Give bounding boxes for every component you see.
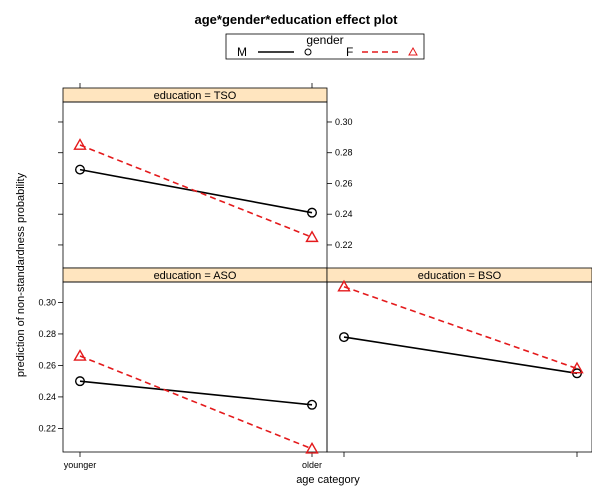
y-tick-label-tso-0: 0.22 [335,240,353,250]
series-line-F-bso [343,285,578,370]
panel-frame-bso [326,281,592,453]
y-tick-label-tso-3: 0.28 [335,148,353,158]
y-tick-label-tso-2: 0.26 [335,178,353,188]
point-M-tso-older [307,207,318,218]
point-F-bso-younger [337,279,351,292]
legend-label-f: F [346,45,353,59]
y-tick-label-aso-0: 0.22 [38,423,56,433]
point-F-tso-younger [73,138,87,150]
point-M-aso-older [307,399,318,410]
legend-title: gender [306,33,343,47]
y-tick-label-aso-2: 0.26 [38,360,56,370]
series-line-F-aso [79,355,313,450]
point-F-aso-older [305,441,319,454]
panel-bso: education = BSO [326,267,592,457]
point-F-tso-older [305,230,319,243]
strip-label-aso: education = ASO [154,270,237,282]
series-line-M-bso [343,336,578,375]
point-F-aso-younger [73,349,87,361]
panel-aso: education = ASO 0.22 0.24 0.26 0.28 0.30 young… [38,267,328,470]
y-tick-label-aso-4: 0.30 [38,297,56,307]
legend: gender M F [225,33,425,60]
legend-marker-f [408,46,418,56]
series-line-M-aso [79,380,313,406]
point-F-bso-older [570,361,584,374]
y-tick-label-tso-1: 0.24 [335,209,353,219]
y-tick-label-tso-4: 0.30 [335,117,353,127]
panel-tso: education = TSO 0.22 0.24 0.26 0.28 0.30 [58,83,353,269]
strip-label-tso: education = TSO [154,90,237,102]
series-line-F-tso [79,144,313,239]
y-tick-label-aso-3: 0.28 [38,329,56,339]
panel-frame-aso [62,281,328,453]
point-M-tso-younger [74,164,85,175]
strip-label-bso: education = BSO [418,270,502,282]
legend-label-m: M [237,45,247,59]
x-tick-label-0: younger [64,460,97,470]
x-tick-label-1: older [302,460,322,470]
x-axis-title: age category [296,474,360,486]
y-axis-title: prediction of non-standardness probabili… [15,172,27,377]
legend-marker-m [304,48,312,56]
point-M-aso-younger [74,376,85,387]
panel-frame-tso [62,101,328,269]
chart-title: age*gender*education effect plot [195,12,399,27]
legend-box [225,33,425,60]
y-tick-label-aso-1: 0.24 [38,392,56,402]
point-M-bso-younger [339,332,350,343]
